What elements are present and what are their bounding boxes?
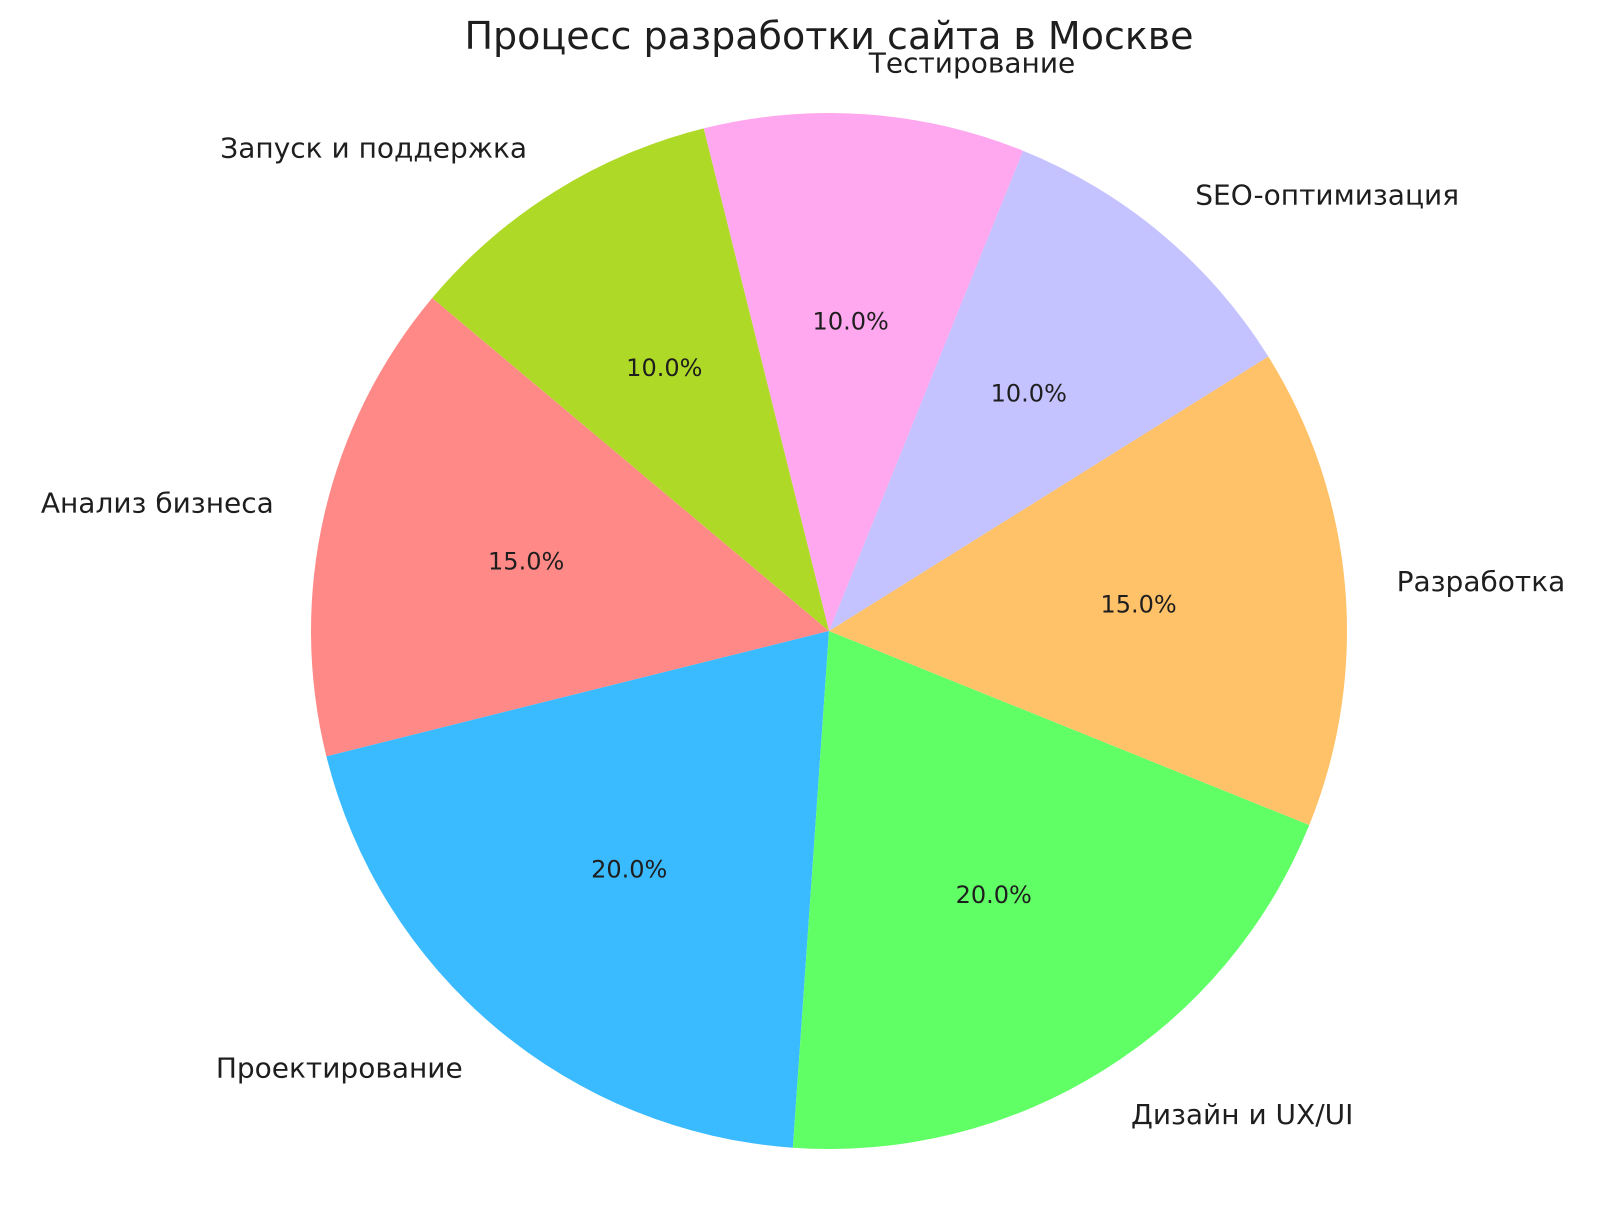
pie-pct-label-0: 15.0% [488,547,564,575]
pie-slice-outer-label-1: Проектирование [216,1051,463,1084]
pie-slice-outer-label-0: Анализ бизнеса [41,487,274,520]
pie-slice-2 [792,631,1310,1150]
pie-pct-label-3: 15.0% [1100,590,1176,618]
pie-slice-outer-label-4: SEO-оптимизация [1195,178,1459,211]
pie-slice-outer-label-6: Запуск и поддержка [220,132,527,165]
pie-pct-label-6: 10.0% [626,354,702,382]
pie-slice-6 [432,128,829,631]
pie-pct-label-1: 20.0% [591,855,667,883]
pie-slice-0 [311,298,830,757]
pie-slice-5 [703,113,1024,631]
pie-pct-label-5: 10.0% [813,307,889,335]
pie-slice-outer-label-3: Разработка [1397,565,1566,598]
pie-slice-3 [829,356,1348,826]
pie-pct-label-4: 10.0% [991,379,1067,407]
pie-slice-4 [829,150,1269,631]
pie-slice-outer-label-5: Тестирование [868,46,1076,79]
pie-slice-outer-label-2: Дизайн и UX/UI [1131,1098,1353,1131]
chart-title: Процесс разработки сайта в Москве [464,14,1194,58]
pie-pct-label-2: 20.0% [956,881,1032,909]
pie-slice-1 [326,631,829,1148]
